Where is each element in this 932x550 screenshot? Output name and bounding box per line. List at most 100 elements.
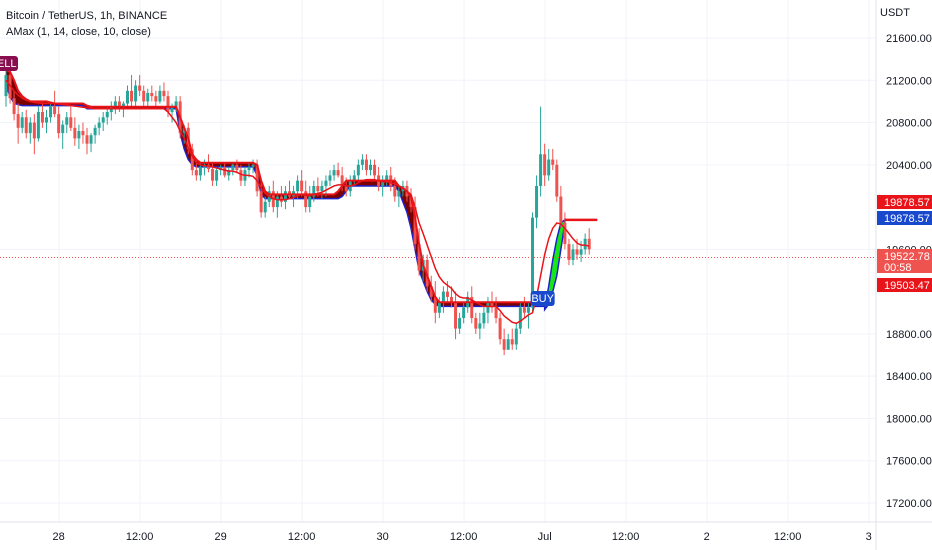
candle-body — [535, 185, 539, 218]
candle-body — [304, 191, 308, 208]
price-tag-red — [877, 278, 932, 292]
indicator-title[interactable]: AMax (1, 14, close, 10, close) — [6, 26, 151, 38]
time-tick-label: 12:00 — [450, 531, 478, 543]
candle-body — [328, 175, 332, 181]
candle-body — [154, 96, 158, 102]
candle-body — [356, 164, 360, 176]
candle-body — [138, 85, 142, 91]
candle-body — [571, 249, 575, 260]
candle-body — [579, 249, 583, 255]
candle-body — [308, 196, 312, 208]
symbol-title[interactable]: Bitcoin / TetherUS, 1h, BINANCE — [6, 10, 168, 22]
candle-body — [32, 122, 36, 139]
candle-body — [251, 164, 255, 167]
candle-body — [215, 170, 219, 181]
candle-body — [514, 328, 518, 345]
candle-body — [20, 117, 24, 128]
candle-body — [296, 180, 300, 192]
candle-body — [49, 106, 53, 118]
candle-body — [433, 296, 437, 313]
candle-body — [101, 117, 105, 123]
price-tick-label: 18400.00 — [886, 371, 932, 383]
candle-body — [121, 103, 125, 107]
candle-body — [65, 117, 69, 125]
candle-body — [239, 170, 243, 181]
candle-body — [211, 169, 215, 181]
candle-body — [105, 111, 109, 118]
time-tick-label: 30 — [377, 531, 389, 543]
price-tick-label: 21600.00 — [886, 33, 932, 45]
ema-line — [5, 79, 590, 325]
candle-body — [61, 124, 65, 134]
candle-body — [81, 131, 85, 136]
candle-body — [247, 166, 251, 171]
candle-body — [263, 201, 267, 213]
candle-body — [69, 117, 73, 128]
price-tick-label: 18000.00 — [886, 413, 932, 425]
time-tick-label: 29 — [215, 531, 227, 543]
candle-body — [130, 90, 134, 102]
candle-body — [498, 318, 502, 340]
candle-body — [113, 101, 117, 107]
candle-body — [158, 90, 162, 102]
candle-body — [231, 164, 235, 171]
time-tick-label: 3 — [866, 531, 872, 543]
candle-body — [397, 191, 401, 197]
candle-body — [259, 191, 263, 213]
candle-body — [198, 166, 202, 176]
candle-body — [445, 291, 449, 297]
candle-body — [454, 302, 458, 329]
candle-body — [506, 339, 510, 350]
candle-body — [134, 85, 138, 102]
candle-body — [24, 117, 28, 134]
candle-body — [57, 114, 61, 134]
buy-signal-badge — [530, 291, 555, 306]
candle-body — [441, 291, 445, 303]
candle-body — [320, 185, 324, 192]
candle-body — [235, 164, 239, 171]
time-axis[interactable]: 28 12:00 29 12:00 30 12:00 Jul 12:00 2 12:00 3 — [0, 521, 932, 543]
candle-body — [450, 296, 453, 303]
candle-body — [174, 101, 178, 107]
candle-body — [563, 222, 567, 245]
candle-body — [207, 164, 210, 170]
candle-body — [312, 185, 316, 197]
candle-body — [587, 238, 591, 250]
price-tag-label: 19503.47 — [884, 280, 930, 292]
time-tick-label: 12:00 — [288, 531, 316, 543]
candle-body — [336, 170, 340, 176]
price-tick-label: 20400.00 — [886, 160, 932, 172]
candle-body — [490, 302, 494, 308]
candle-body — [385, 175, 389, 181]
candle-body — [583, 238, 587, 250]
candle-body — [470, 296, 474, 319]
price-axis[interactable]: USDT21600.0021200.0020800.0020400.001960… — [875, 0, 932, 550]
price-tag-label: 19878.57 — [884, 213, 930, 225]
candle-body — [28, 122, 32, 134]
candle-body — [97, 122, 101, 128]
candle-body — [117, 101, 121, 107]
candle-body — [393, 185, 397, 197]
candle-body — [170, 106, 174, 112]
candle-body — [555, 164, 559, 197]
price-tag-blue — [877, 211, 932, 225]
candle-body — [413, 207, 417, 245]
price-tag-label: 19878.57 — [884, 197, 930, 209]
candle-body — [518, 307, 522, 329]
candle-body — [45, 117, 48, 123]
candle-body — [146, 92, 150, 102]
candle-body — [166, 96, 170, 112]
candle-body — [73, 127, 77, 139]
candle-body — [36, 111, 40, 139]
time-tick-label: 28 — [53, 531, 65, 543]
price-tick-label: 17600.00 — [886, 456, 932, 468]
price-tick-label: 18800.00 — [886, 329, 932, 341]
sell-signal-label: SELL — [0, 58, 16, 70]
candle-body — [16, 114, 20, 128]
candle-body — [559, 196, 563, 223]
candle-body — [486, 302, 490, 313]
candle-body — [324, 180, 328, 186]
candle-body — [12, 98, 16, 115]
candle-body — [373, 164, 377, 176]
